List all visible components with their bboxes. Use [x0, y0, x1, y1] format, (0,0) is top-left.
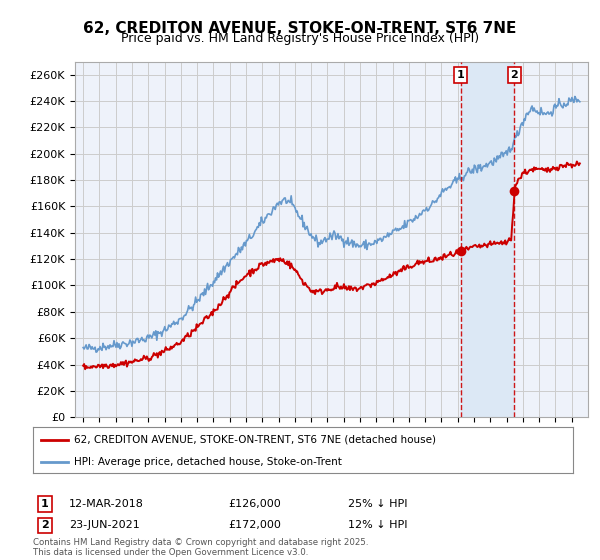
Text: 25% ↓ HPI: 25% ↓ HPI	[348, 499, 407, 509]
Text: 2: 2	[511, 70, 518, 80]
Text: HPI: Average price, detached house, Stoke-on-Trent: HPI: Average price, detached house, Stok…	[74, 457, 341, 466]
Bar	[461, 62, 514, 417]
Text: 62, CREDITON AVENUE, STOKE-ON-TRENT, ST6 7NE: 62, CREDITON AVENUE, STOKE-ON-TRENT, ST6…	[83, 21, 517, 36]
Text: 12-MAR-2018: 12-MAR-2018	[69, 499, 144, 509]
Text: £172,000: £172,000	[228, 520, 281, 530]
Text: 1: 1	[41, 499, 49, 509]
Text: Price paid vs. HM Land Registry's House Price Index (HPI): Price paid vs. HM Land Registry's House …	[121, 32, 479, 45]
Text: 62, CREDITON AVENUE, STOKE-ON-TRENT, ST6 7NE (detached house): 62, CREDITON AVENUE, STOKE-ON-TRENT, ST6…	[74, 435, 436, 445]
Text: 12% ↓ HPI: 12% ↓ HPI	[348, 520, 407, 530]
Text: 2: 2	[41, 520, 49, 530]
Text: 1: 1	[457, 70, 464, 80]
Text: £126,000: £126,000	[228, 499, 281, 509]
Text: Contains HM Land Registry data © Crown copyright and database right 2025.
This d: Contains HM Land Registry data © Crown c…	[33, 538, 368, 557]
Text: 23-JUN-2021: 23-JUN-2021	[69, 520, 140, 530]
